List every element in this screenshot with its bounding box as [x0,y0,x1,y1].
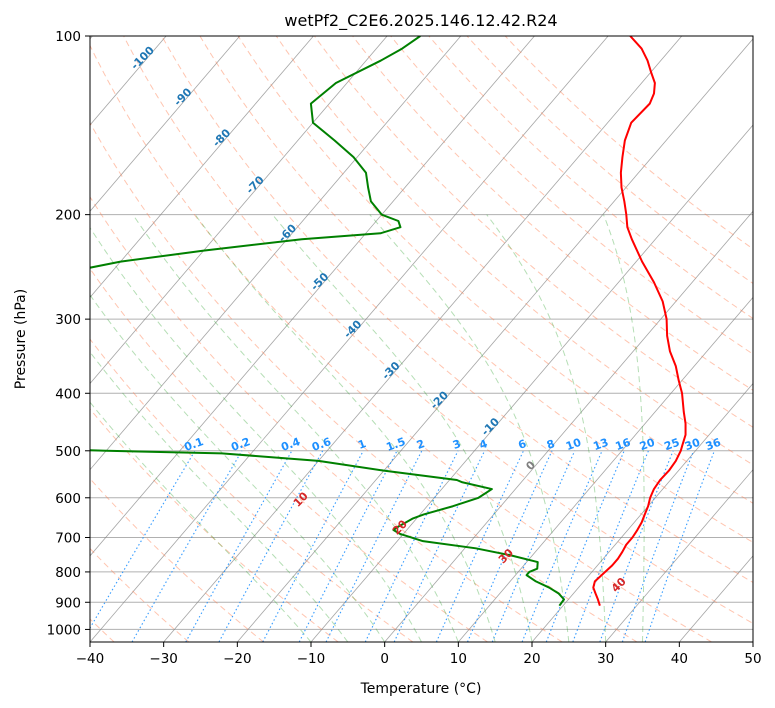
isotherm-line [458,296,753,642]
dry-adiabat-line [199,36,753,543]
x-tick-label: 0 [380,651,389,667]
mixing-ratio-label: 6 [516,437,528,452]
mixing-ratio-label: 0.2 [229,435,252,454]
mixing-ratio-label: 8 [545,437,557,452]
x-tick-label: −20 [223,651,252,667]
mixing-ratio-label: 16 [614,436,633,454]
mixing-ratio-label: 1.5 [384,435,407,454]
y-tick-label: 300 [55,312,81,328]
mixing-ratio-line [545,450,625,642]
x-tick-label: −40 [76,651,105,667]
isotherm-line [90,36,535,557]
dewpoint-profile-line [90,36,566,607]
isotherm-line [90,36,388,385]
mixing-ratio-label: 3 [451,437,463,452]
mixing-ratio-line [262,450,364,642]
x-tick-label: 30 [597,651,614,667]
isotherm-line [90,36,314,298]
y-tick-label: 700 [55,531,81,547]
dry-adiabat-line [90,267,488,642]
y-tick-label: 400 [55,386,81,402]
y-axis-label: Pressure (hPa) [13,289,29,389]
x-tick-label: 40 [671,651,688,667]
moist-adiabat-line [90,294,386,642]
isotherm-line [90,36,462,471]
dry-adiabat-line [123,36,753,624]
mixing-ratio-line [572,450,649,642]
isotherm-line [90,36,609,642]
dry-adiabat-line [90,121,638,642]
mixing-ratio-label: 2 [415,437,427,452]
isotherm-line [163,36,683,642]
mixing-ratio-line [521,450,603,642]
x-tick-label: 50 [744,651,761,667]
y-tick-label: 500 [55,444,81,460]
mixing-ratio-line [325,450,423,642]
mixing-ratio-label: 13 [591,436,610,453]
x-tick-label: −30 [149,651,178,667]
dry-adiabat-line [90,477,264,642]
mixing-ratio-line [185,450,293,642]
y-tick-label: 800 [55,565,81,581]
x-tick-label: 10 [450,651,467,667]
mixing-ratio-label: 0.4 [279,435,302,454]
dry-adiabat-line [161,36,753,583]
isotherm-line [237,38,753,642]
y-tick-label: 600 [55,491,81,507]
moist-adiabat-line [90,226,422,642]
mixing-ratio-line [364,450,459,642]
dry-adiabat-line [237,36,753,504]
mixing-ratio-line [467,450,553,642]
moist-adiabat-line [486,214,607,642]
mixing-ratio-label: 4 [478,437,490,452]
mixing-ratio-label: 0.1 [182,435,205,454]
y-tick-label: 900 [55,595,81,611]
isotherm-line [310,124,753,642]
mixing-ratio-line [644,450,715,642]
y-tick-label: 1000 [47,622,81,638]
dry-adiabat-line [90,44,712,642]
x-tick-label: −10 [297,651,326,667]
dry-adiabat-line [314,36,753,428]
mixing-ratio-label: 30 [683,436,702,454]
mixing-ratio-label: 1 [356,437,368,452]
mixing-ratio-line [621,450,695,642]
temperature-profile-line [592,36,687,606]
dry-adiabat-line [466,36,753,285]
moist-adiabat-line [132,214,459,642]
background-lines [90,36,753,642]
dry-adiabat-line [390,36,753,355]
y-tick-label: 200 [55,208,81,224]
isotherm-line [605,469,753,642]
moist-adiabat-line [369,214,570,642]
chart-title: wetPf2_C2E6.2025.146.12.42.R24 [284,11,557,31]
mixing-ratio-label: 20 [638,436,657,454]
moist-adiabat-line [272,214,533,642]
mixing-ratio-label: 25 [663,436,682,453]
isotherm-line [531,382,753,642]
mixing-ratio-label: 36 [704,436,723,454]
isotherm-line [384,210,753,642]
x-tick-label: 20 [523,651,540,667]
isotherm-line [90,36,241,212]
mixing-ratio-line [491,450,576,642]
moist-adiabat-line [603,214,645,642]
plot-frame [89,35,754,643]
axes: −40 −30 −20 −10 0 10 20 30 40 5010020030040050060… [47,29,762,667]
y-tick-label: 100 [55,29,81,45]
dry-adiabat-line [428,36,753,320]
dry-adiabat-line [90,338,414,642]
x-axis-label: Temperature (°C) [360,681,482,697]
moist-adiabat-line [90,401,312,642]
mixing-ratio-label: 10 [564,436,583,454]
mixing-ratio-line [218,450,324,642]
profile-lines [90,36,687,607]
mixing-ratio-label: 0.6 [310,435,333,454]
mixing-ratio-line [599,450,674,642]
